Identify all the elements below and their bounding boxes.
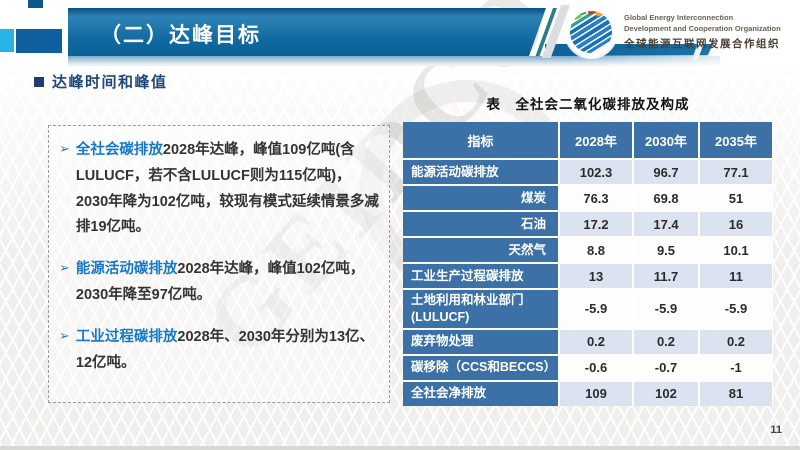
bullet-list: ➢ 全社会碳排放2028年达峰，峰值109亿吨(含LULUCF，若不含LULUCF… xyxy=(57,138,379,376)
emissions-table: 指标 2028年 2030年 2035年能源活动碳排放 102.3 96.7 77.1 煤炭 7… xyxy=(403,122,773,406)
table-value-cell: 17.4 xyxy=(634,212,698,236)
bullet-text: 能源活动碳排放2028年达峰，峰值102亿吨，2030年降至97亿吨。 xyxy=(75,261,365,303)
deco-square-navy xyxy=(16,29,62,53)
arrow-bullet-icon: ➢ xyxy=(59,327,70,343)
section-heading-label: 达峰时间和峰值 xyxy=(52,74,168,91)
table-value-cell: 11.7 xyxy=(634,264,698,288)
square-bullet-icon xyxy=(34,76,44,87)
table-header-cell: 指标 xyxy=(403,122,558,158)
table-value-cell: -1 xyxy=(700,355,772,380)
deco-square-top xyxy=(28,0,43,8)
logo-text: Global Energy Interconnection Developmen… xyxy=(624,7,781,51)
section-heading: 达峰时间和峰值 xyxy=(34,71,168,92)
arrow-bullet-icon: ➢ xyxy=(59,260,70,276)
table-value-cell: 51 xyxy=(700,186,772,210)
table-title: 表 全社会二氧化碳排放及构成 xyxy=(486,97,690,112)
table-label-cell: 能源活动碳排放 xyxy=(403,160,558,184)
logo-name-cn: 全球能源互联网发展合作组织 xyxy=(624,38,780,50)
table-value-cell: -0.6 xyxy=(560,355,632,380)
table-label-cell: 工业生产过程碳排放 xyxy=(403,264,558,288)
table-value-cell: 0.2 xyxy=(700,329,772,354)
table-value-cell: -5.9 xyxy=(700,290,772,328)
bullet-text: 工业过程碳排放2028年、2030年分别为13亿、12亿吨。 xyxy=(75,328,375,371)
page-number: 11 xyxy=(770,424,782,436)
arrow-bullet-icon: ➢ xyxy=(59,141,70,156)
table-value-cell: 102 xyxy=(634,381,698,406)
title-underline-fade xyxy=(565,55,800,68)
table-value-cell: 81 xyxy=(700,381,772,406)
table-value-cell: 10.1 xyxy=(700,238,772,262)
table-value-cell: -5.9 xyxy=(560,290,632,328)
table-header-cell: 2030年 xyxy=(634,122,698,158)
table-value-cell: 77.1 xyxy=(700,160,772,184)
table-value-cell: 8.8 xyxy=(560,238,632,262)
table-label-cell: 废弃物处理 xyxy=(403,329,558,354)
bottom-strip xyxy=(0,446,800,450)
slide-title-bar xyxy=(68,8,546,56)
organization-logo: Global Energy Interconnection Developmen… xyxy=(566,7,781,57)
table-label-cell: 碳移除（CCS和BECCS） xyxy=(403,355,558,380)
table-label-cell: 煤炭 xyxy=(403,186,558,210)
bullet-item: ➢ 能源活动碳排放2028年达峰，峰值102亿吨，2030年降至97亿吨。 xyxy=(57,257,379,309)
table-value-cell: 0.2 xyxy=(560,329,632,354)
slide-title: （二）达峰目标 xyxy=(100,24,261,47)
table-header-cell: 2028年 xyxy=(560,122,632,158)
title-underline-strip xyxy=(68,56,720,66)
table-value-cell: 13 xyxy=(560,264,632,288)
key-points-panel: ➢ 全社会碳排放2028年达峰，峰值109亿吨(含LULUCF，若不含LULUCF… xyxy=(48,125,390,403)
emissions-table-area: 表 全社会二氧化碳排放及构成 指标 2028年 2030年 2035年 能源活动碳排放 1… xyxy=(403,93,773,406)
table-value-cell: 0.2 xyxy=(634,329,698,354)
bullet-item: ➢ 全社会碳排放2028年达峰，峰值109亿吨(含LULUCF，若不含LULUCF… xyxy=(57,138,379,241)
table-value-cell: 76.3 xyxy=(560,186,632,210)
table-value-cell: -0.7 xyxy=(634,355,698,380)
logo-name-en-line2: Development and Cooperation Organization xyxy=(624,23,781,33)
bullet-keyword: 能源活动碳排放 xyxy=(75,261,178,278)
bullet-text: 全社会碳排放2028年达峰，峰值109亿吨(含LULUCF，若不含LULUCF则… xyxy=(75,142,379,236)
logo-name-en-line1: Global Energy Interconnection xyxy=(624,13,734,22)
table-label-cell: 天然气 xyxy=(403,238,558,262)
table-value-cell: 16 xyxy=(700,212,772,236)
table-label-cell: 全社会净排放 xyxy=(403,381,558,406)
globe-icon xyxy=(566,7,616,57)
bullet-keyword: 全社会碳排放 xyxy=(75,142,163,158)
table-header-cell: 2035年 xyxy=(700,122,772,158)
table-value-cell: -5.9 xyxy=(634,290,698,328)
table-value-cell: 69.8 xyxy=(634,186,698,210)
table-value-cell: 11 xyxy=(700,264,772,288)
bullet-item: ➢ 工业过程碳排放2028年、2030年分别为13亿、12亿吨。 xyxy=(57,325,379,377)
table-value-cell: 17.2 xyxy=(560,212,632,236)
table-value-cell: 96.7 xyxy=(634,160,698,184)
deco-square-cyan xyxy=(0,29,14,52)
table-value-cell: 9.5 xyxy=(634,238,698,262)
table-value-cell: 102.3 xyxy=(560,160,632,184)
table-value-cell: 109 xyxy=(560,381,632,406)
table-label-cell: 土地利用和林业部门(LULUCF) xyxy=(403,290,558,328)
table-label-cell: 石油 xyxy=(403,212,558,236)
bullet-keyword: 工业过程碳排放 xyxy=(75,328,178,345)
